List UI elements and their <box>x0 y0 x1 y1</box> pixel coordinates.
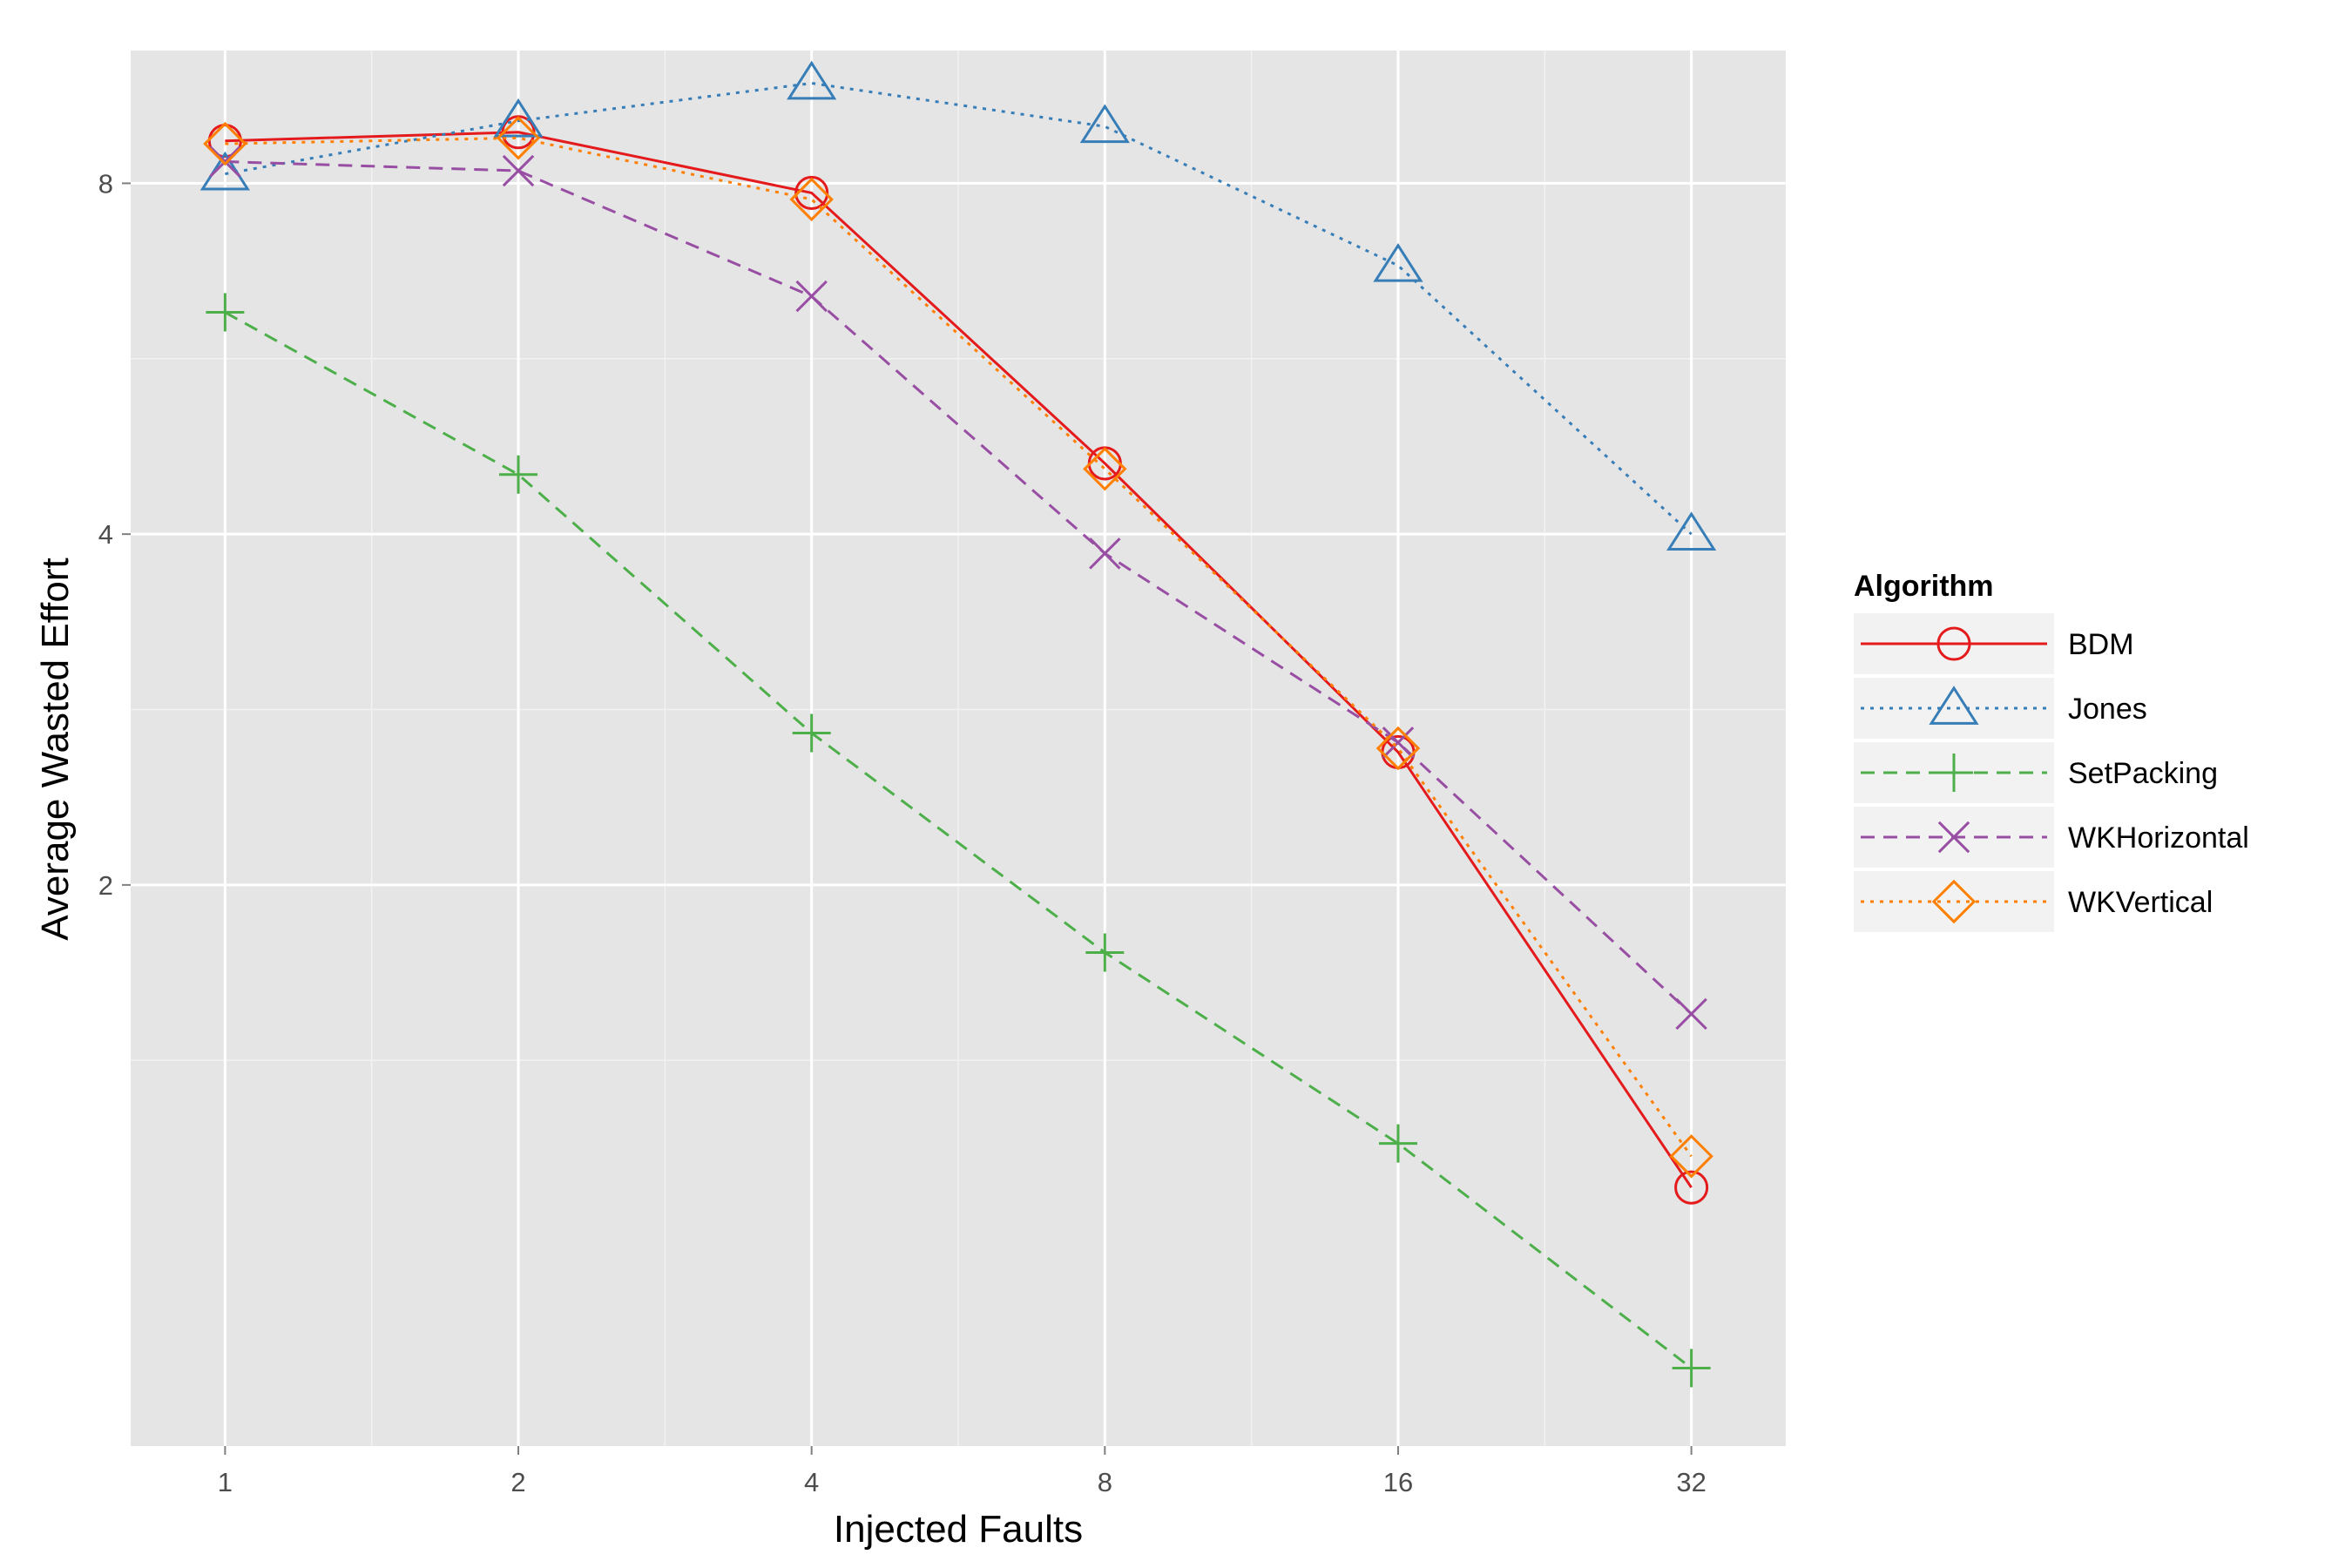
data-point-wkvertical <box>1669 1134 1713 1179</box>
data-point-wkvertical <box>203 121 247 166</box>
legend-items: BDM Jones SetPacking WKHorizontal WKVertical <box>1854 613 2249 932</box>
legend-label-wkvertical: WKVertical <box>2068 886 2213 919</box>
legend-marker-bdm <box>1936 626 1971 661</box>
x-tick-label: 16 <box>1383 1467 1413 1497</box>
y-axis-title: Average Wasted Effort <box>34 558 77 940</box>
data-point-jones <box>493 98 544 138</box>
series-line-setpacking <box>224 311 1693 1369</box>
data-point-wkhorizontal <box>1089 537 1121 570</box>
legend-label-wkhorizontal: WKHorizontal <box>2068 821 2249 855</box>
legend-label-setpacking: SetPacking <box>2068 757 2218 790</box>
x-axis-title: Injected Faults <box>834 1508 1083 1551</box>
series-line-bdm <box>225 131 1693 1189</box>
series-line-wkhorizontal <box>225 160 1693 1016</box>
legend-marker-wkhorizontal <box>1937 821 1970 854</box>
x-tick-label: 4 <box>804 1467 819 1497</box>
y-tick-label: 2 <box>98 870 113 901</box>
data-point-setpacking <box>499 455 538 494</box>
minor-gridlines <box>131 51 1786 1446</box>
y-axis: 2 4 8 <box>98 168 131 901</box>
data-point-wkvertical <box>496 116 541 160</box>
x-tick-label: 1 <box>218 1467 233 1497</box>
legend-item-wkhorizontal: WKHorizontal <box>1854 807 2249 868</box>
data-point-jones <box>787 60 837 100</box>
legend-item-setpacking: SetPacking <box>1854 742 2218 803</box>
data-point-wkvertical <box>1083 447 1127 491</box>
data-point-setpacking <box>1378 1124 1417 1163</box>
series-wkhorizontal <box>209 145 1707 1031</box>
data-point-wkvertical <box>1375 726 1421 771</box>
x-axis: 1 2 4 8 16 32 <box>218 1446 1707 1497</box>
data-point-jones <box>1373 242 1423 282</box>
data-point-setpacking <box>206 293 245 332</box>
legend-title: Algorithm <box>1854 570 1994 603</box>
series-setpacking <box>206 293 1711 1388</box>
data-point-setpacking <box>792 713 831 753</box>
series-layer <box>199 60 1717 1388</box>
legend-marker-setpacking <box>1935 754 1973 792</box>
y-tick-label: 4 <box>98 519 113 550</box>
legend-item-bdm: BDM <box>1854 613 2134 674</box>
legend-label-bdm: BDM <box>2068 628 2134 661</box>
data-point-setpacking <box>1085 933 1125 972</box>
data-point-bdm <box>794 175 829 210</box>
x-tick-label: 32 <box>1676 1467 1706 1497</box>
y-tick-label: 8 <box>98 168 113 199</box>
data-point-wkhorizontal <box>795 280 828 313</box>
legend-item-wkvertical: WKVertical <box>1854 871 2213 932</box>
legend: Algorithm BDM Jones SetPacking WKHorizontal… <box>1854 570 2249 932</box>
data-point-wkhorizontal <box>1675 997 1707 1031</box>
data-point-bdm <box>1674 1170 1709 1205</box>
x-tick-label: 2 <box>510 1467 525 1497</box>
data-point-wkhorizontal <box>502 154 535 187</box>
data-point-wkhorizontal <box>209 145 241 178</box>
series-wkvertical <box>203 116 1713 1179</box>
legend-label-jones: Jones <box>2068 693 2147 726</box>
legend-item-jones: Jones <box>1854 678 2147 739</box>
data-point-jones <box>1666 511 1717 551</box>
data-point-jones <box>1079 104 1130 144</box>
series-jones <box>199 60 1717 551</box>
data-point-setpacking <box>1672 1348 1711 1388</box>
data-point-wkvertical <box>789 177 834 222</box>
legend-marker-wkvertical <box>1931 879 1977 924</box>
data-point-wkhorizontal <box>1382 727 1415 759</box>
x-tick-label: 8 <box>1098 1467 1112 1497</box>
legend-marker-jones <box>1929 686 1979 725</box>
